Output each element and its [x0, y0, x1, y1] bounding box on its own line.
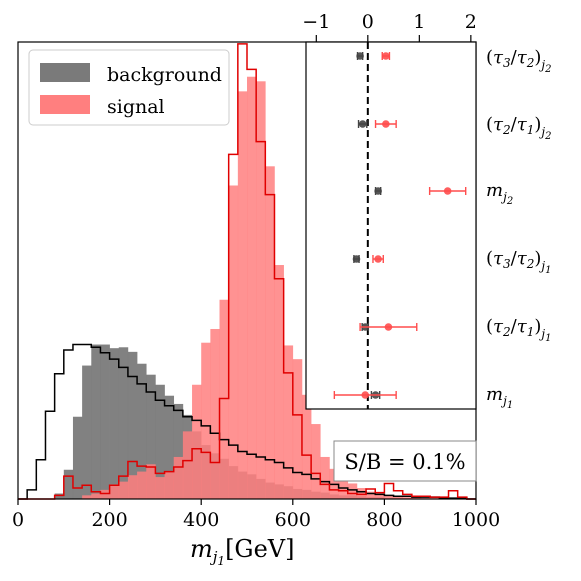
bar-signal-25 — [247, 76, 257, 500]
bar-background-12 — [127, 351, 138, 499]
bar-signal-19 — [192, 384, 202, 499]
x-axis-label-subsub: 1 — [217, 554, 225, 568]
legend-label-signal: signal — [107, 96, 165, 118]
x-tick-label-3: 600 — [275, 509, 311, 531]
bar-signal-28 — [274, 265, 284, 499]
inset-tick-label-0: −1 — [302, 11, 330, 33]
bar-background-17 — [173, 403, 184, 499]
bar-signal-22 — [219, 299, 229, 499]
main-x-axis: 0 200 400 600 800 1000 — [12, 499, 500, 531]
inset-tick-label-1: 0 — [362, 11, 374, 33]
bar-background-15 — [155, 384, 165, 499]
bar-background-4 — [54, 493, 65, 499]
x-tick-label-1: 200 — [91, 509, 127, 531]
inset-x-axis: −1 0 1 2 — [302, 11, 477, 42]
bar-signal-41 — [393, 496, 404, 499]
bar-signal-10 — [109, 484, 120, 499]
bar-signal-33 — [320, 456, 330, 499]
point-background-2 — [374, 187, 382, 195]
x-axis-label-sub: j — [210, 548, 218, 566]
legend-label-background: background — [107, 64, 222, 86]
x-axis-label-unit: [GeV] — [225, 535, 294, 563]
bar-signal-43 — [411, 497, 422, 499]
bar-background-5 — [63, 469, 74, 499]
inset-tick-label-3: 2 — [465, 11, 477, 33]
bar-signal-9 — [100, 489, 110, 499]
bar-signal-11 — [118, 481, 129, 499]
sb-annotation-box — [333, 440, 477, 482]
sb-annotation: S/B = 0.1% — [333, 440, 477, 482]
sb-annotation-text: S/B = 0.1% — [344, 450, 465, 474]
bar-background-13 — [137, 363, 147, 499]
bar-signal-18 — [182, 431, 193, 499]
bar-signal-14 — [146, 464, 156, 499]
bar-background-14 — [146, 374, 156, 499]
bar-signal-26 — [256, 81, 266, 499]
bar-signal-7 — [82, 495, 92, 499]
bar-signal-15 — [155, 477, 165, 499]
x-axis-label-symbol: m — [190, 535, 213, 563]
bar-signal-39 — [375, 493, 385, 499]
step-line-background — [18, 343, 476, 500]
point-signal-4 — [384, 323, 393, 331]
bar-background-6 — [72, 416, 83, 499]
point-signal-3 — [374, 255, 382, 263]
bar-signal-36 — [347, 483, 358, 499]
bar-signal-8 — [91, 493, 101, 499]
bar-signal-42 — [402, 497, 413, 499]
inset-frame — [305, 41, 477, 410]
x-tick-label-5: 1000 — [452, 509, 500, 531]
x-tick-label-2: 400 — [183, 509, 219, 531]
bar-signal-32 — [311, 424, 321, 499]
bar-signal-40 — [384, 495, 394, 499]
bar-background-7 — [82, 365, 92, 499]
legend-swatch-signal — [40, 95, 90, 114]
bar-signal-24 — [237, 91, 248, 499]
bar-background-11 — [118, 347, 129, 499]
point-signal-5 — [361, 391, 370, 399]
bar-background-16 — [164, 395, 175, 499]
x-tick-label-0: 0 — [12, 509, 24, 531]
bar-signal-38 — [366, 491, 376, 499]
point-signal-1 — [382, 120, 390, 128]
bar-signal-12 — [127, 475, 138, 499]
bar-background-9 — [100, 344, 110, 499]
main-histogram-filled — [54, 76, 440, 500]
inset-tick-label-2: 1 — [413, 11, 425, 33]
x-tick-label-4: 800 — [366, 509, 402, 531]
bar-signal-29 — [283, 345, 294, 499]
point-background-1 — [358, 120, 367, 128]
bar-signal-37 — [356, 488, 367, 499]
bar-background-8 — [91, 344, 101, 499]
legend: background signal — [28, 49, 230, 126]
legend-swatch-background — [40, 63, 90, 82]
point-background-3 — [352, 255, 361, 263]
bar-background-10 — [109, 348, 120, 499]
inset-points — [333, 52, 467, 399]
x-axis-label: mj1[GeV] — [190, 535, 295, 568]
point-signal-0 — [382, 52, 390, 60]
bar-signal-27 — [265, 166, 275, 499]
bar-signal-23 — [228, 185, 239, 500]
bar-signal-16 — [164, 471, 175, 499]
point-background-0 — [356, 52, 364, 60]
bar-signal-21 — [210, 328, 220, 499]
point-signal-2 — [443, 187, 452, 195]
bar-signal-31 — [301, 394, 312, 499]
main-histogram-steps — [18, 43, 476, 500]
step-line-signal — [18, 43, 476, 500]
bar-signal-17 — [173, 456, 184, 499]
bar-signal-13 — [137, 471, 147, 499]
bar-signal-20 — [201, 342, 211, 499]
bar-signal-30 — [292, 359, 303, 499]
